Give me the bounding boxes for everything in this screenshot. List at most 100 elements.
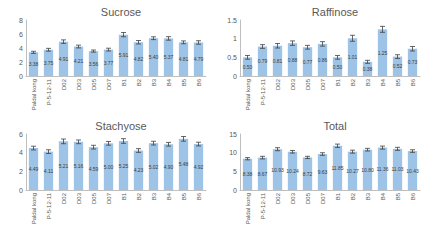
svg-text:D07: D07: [320, 192, 326, 204]
svg-text:4.11: 4.11: [44, 168, 54, 174]
svg-text:5.91: 5.91: [119, 52, 129, 58]
svg-text:P-5-12-11: P-5-12-11: [260, 192, 266, 219]
svg-text:B4: B4: [166, 78, 172, 86]
svg-text:2: 2: [19, 168, 23, 175]
svg-text:Total: Total: [323, 120, 346, 132]
svg-text:1.5: 1.5: [227, 17, 237, 24]
svg-text:4.82: 4.82: [134, 56, 144, 62]
svg-text:0.50: 0.50: [333, 64, 343, 70]
svg-text:Paldal kong: Paldal kong: [31, 79, 37, 110]
svg-text:B1: B1: [121, 78, 127, 86]
svg-text:Sucrose: Sucrose: [101, 6, 141, 18]
svg-text:4.21: 4.21: [74, 58, 84, 64]
svg-text:B5: B5: [395, 78, 401, 86]
svg-text:B2: B2: [350, 78, 356, 86]
svg-text:4.91: 4.91: [59, 56, 69, 62]
svg-text:P-5-12-11: P-5-12-11: [260, 78, 266, 105]
svg-text:Paldal kong: Paldal kong: [31, 193, 37, 224]
svg-text:0: 0: [233, 187, 237, 194]
svg-text:0.81: 0.81: [273, 58, 283, 64]
svg-text:D03: D03: [290, 192, 296, 204]
svg-text:Paldal kong: Paldal kong: [245, 193, 251, 224]
svg-text:11.85: 11.85: [331, 165, 343, 171]
svg-text:3.56: 3.56: [89, 61, 99, 67]
svg-text:D02: D02: [275, 78, 281, 90]
svg-text:4.92: 4.92: [194, 164, 204, 170]
svg-text:B4: B4: [166, 192, 172, 200]
svg-text:5.48: 5.48: [179, 161, 189, 167]
svg-text:6: 6: [19, 31, 23, 38]
svg-text:B6: B6: [196, 192, 202, 200]
svg-text:B3: B3: [151, 78, 157, 86]
svg-text:D07: D07: [106, 192, 112, 204]
svg-text:B5: B5: [181, 78, 187, 86]
svg-text:D03: D03: [76, 192, 82, 204]
svg-text:4: 4: [19, 149, 23, 156]
svg-text:0: 0: [19, 73, 23, 80]
svg-text:11.03: 11.03: [391, 166, 403, 172]
svg-text:5: 5: [233, 168, 237, 175]
svg-text:5.21: 5.21: [59, 163, 69, 169]
svg-text:15: 15: [229, 131, 237, 138]
svg-text:D03: D03: [76, 78, 82, 90]
svg-text:B6: B6: [410, 78, 416, 86]
svg-text:D05: D05: [305, 192, 311, 204]
svg-text:B6: B6: [196, 78, 202, 86]
svg-text:5.16: 5.16: [74, 163, 84, 169]
svg-text:4.59: 4.59: [89, 166, 99, 172]
svg-text:0.50: 0.50: [243, 64, 253, 70]
svg-text:5.02: 5.02: [149, 164, 159, 170]
svg-text:4.90: 4.90: [164, 164, 174, 170]
svg-text:11.36: 11.36: [376, 166, 388, 172]
svg-text:D05: D05: [305, 78, 311, 90]
svg-text:0.88: 0.88: [288, 57, 298, 63]
svg-text:0.77: 0.77: [303, 59, 313, 65]
svg-text:2: 2: [19, 59, 23, 66]
svg-text:4.81: 4.81: [179, 56, 189, 62]
svg-text:D03: D03: [290, 78, 296, 90]
svg-text:4.23: 4.23: [134, 167, 144, 173]
svg-text:5.37: 5.37: [164, 54, 174, 60]
svg-text:5.00: 5.00: [104, 164, 114, 170]
svg-text:D02: D02: [275, 192, 281, 204]
svg-text:10.93: 10.93: [271, 167, 284, 173]
svg-text:3.75: 3.75: [44, 60, 54, 66]
svg-text:D05: D05: [91, 78, 97, 90]
svg-text:10: 10: [229, 149, 237, 156]
svg-text:B5: B5: [395, 192, 401, 200]
svg-text:Raffinose: Raffinose: [312, 6, 358, 18]
svg-text:4: 4: [19, 45, 23, 52]
svg-text:9.63: 9.63: [318, 169, 328, 175]
svg-text:B1: B1: [335, 78, 341, 86]
svg-text:8.67: 8.67: [258, 171, 268, 177]
svg-text:D05: D05: [91, 192, 97, 204]
svg-text:B2: B2: [136, 192, 142, 200]
svg-text:D07: D07: [106, 78, 112, 90]
svg-text:B6: B6: [410, 192, 416, 200]
svg-text:5.25: 5.25: [119, 163, 129, 169]
svg-text:B1: B1: [335, 192, 341, 200]
svg-text:6: 6: [19, 131, 23, 138]
svg-text:B3: B3: [365, 78, 371, 86]
svg-text:8.38: 8.38: [243, 171, 253, 177]
svg-text:0: 0: [233, 73, 237, 80]
svg-text:10.24: 10.24: [286, 168, 299, 174]
svg-text:D02: D02: [61, 192, 67, 204]
svg-text:8.72: 8.72: [303, 171, 313, 177]
svg-text:P-5-12-11: P-5-12-11: [46, 78, 52, 105]
svg-text:10.80: 10.80: [361, 167, 374, 173]
svg-text:B5: B5: [181, 192, 187, 200]
svg-text:B4: B4: [380, 78, 386, 86]
svg-text:0.73: 0.73: [408, 59, 418, 65]
svg-text:10.27: 10.27: [346, 168, 359, 174]
svg-text:4.49: 4.49: [29, 166, 39, 172]
svg-text:1.01: 1.01: [348, 54, 358, 60]
svg-text:1.25: 1.25: [378, 50, 388, 56]
svg-text:B4: B4: [380, 192, 386, 200]
svg-text:1: 1: [233, 35, 237, 42]
svg-text:D02: D02: [61, 78, 67, 90]
svg-text:D07: D07: [320, 78, 326, 90]
svg-text:Stachyose: Stachyose: [95, 120, 146, 132]
svg-text:8: 8: [19, 17, 23, 24]
svg-text:3.77: 3.77: [104, 60, 114, 66]
